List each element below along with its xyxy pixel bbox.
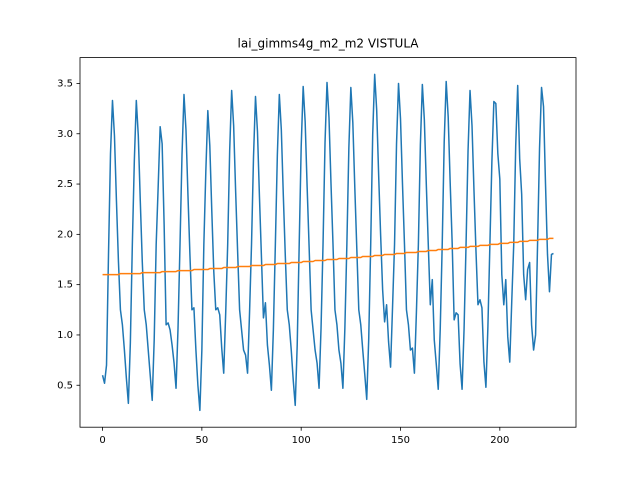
- y-tick-label: 2.0: [57, 229, 73, 240]
- data-line: [102, 237, 554, 276]
- x-tick-label: 150: [391, 435, 410, 446]
- y-tick-label: 1.5: [57, 280, 73, 291]
- y-tick-label: 2.5: [57, 179, 73, 190]
- x-tick-label: 50: [195, 435, 208, 446]
- y-tick-label: 1.0: [57, 330, 73, 341]
- x-tick-label: 100: [292, 435, 311, 446]
- y-tick-label: 3.0: [57, 129, 73, 140]
- y-tick-label: 0.5: [57, 380, 73, 391]
- y-tick-label: 3.5: [57, 78, 73, 89]
- chart-title: lai_gimms4g_m2_m2 VISTULA: [238, 37, 420, 51]
- data-line: [101, 73, 554, 412]
- x-tick-label: 0: [99, 435, 105, 446]
- x-tick-label: 200: [490, 435, 509, 446]
- plot-frame: [79, 57, 577, 428]
